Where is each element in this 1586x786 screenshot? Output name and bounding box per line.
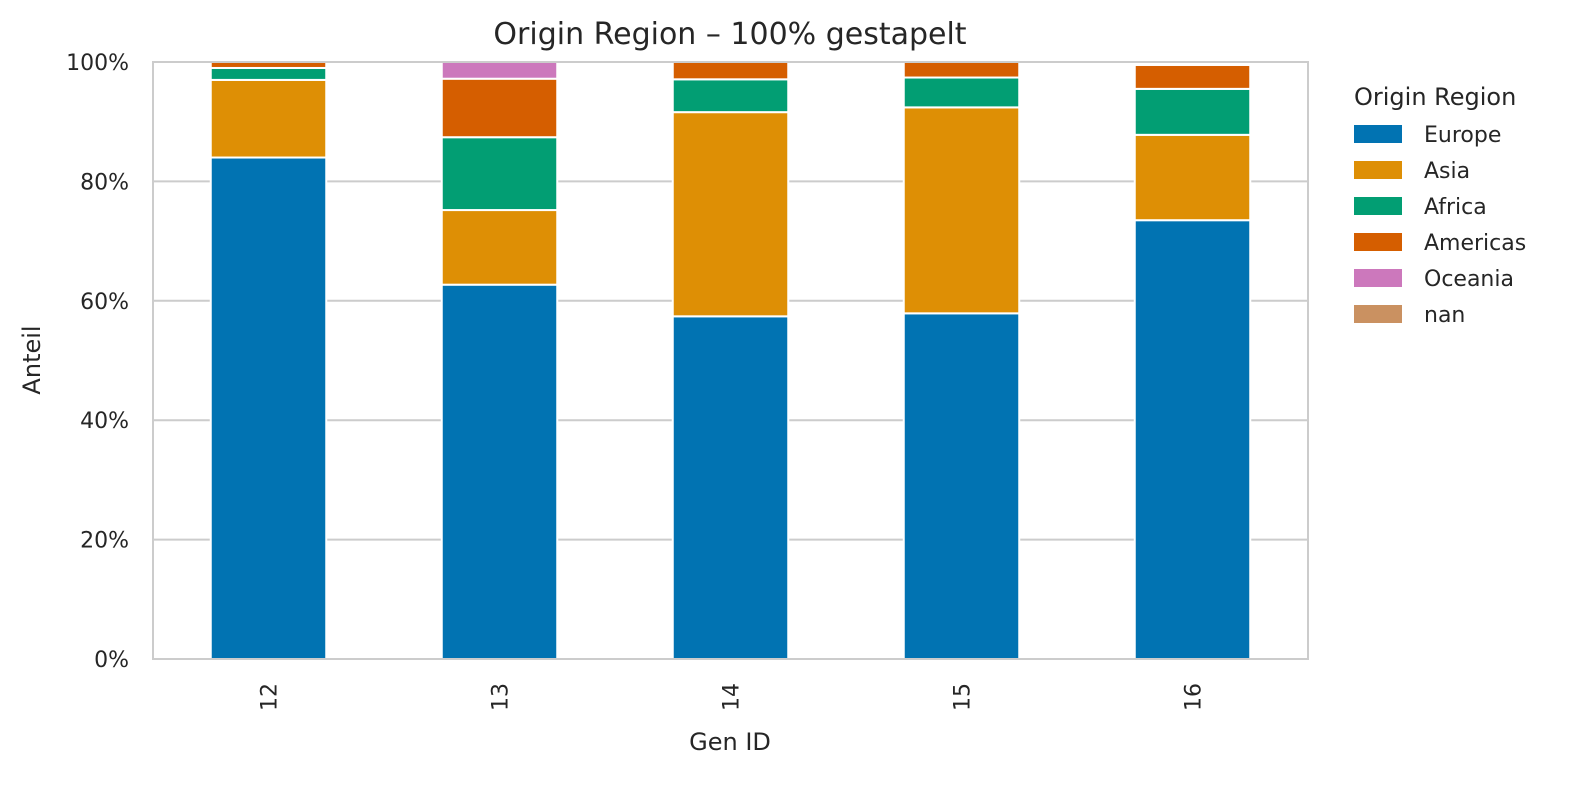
bar-segment-americas-14 [671,61,790,81]
legend-label: Africa [1424,195,1487,220]
legend-label: Asia [1424,159,1470,184]
legend-swatch [1354,233,1402,251]
x-tick-label: 14 [720,683,745,711]
x-tick-label: 12 [258,683,283,711]
legend-item-americas: Americas [1354,231,1526,256]
bar-segment-africa-16 [1133,87,1252,136]
x-ticks: 12 13 14 15 16 [258,683,1207,711]
bar-segment-africa-15 [902,76,1021,109]
bar-segment-americas-15 [902,61,1021,79]
legend-label: Americas [1424,231,1526,256]
y-axis-label: Anteil [18,325,46,394]
y-tick-label: 0% [94,648,129,673]
legend-swatch [1354,197,1402,215]
y-tick-label: 100% [66,51,129,76]
chart-title: Origin Region – 100% gestapelt [493,17,966,52]
legend-items: Europe Asia Africa Americas Oceania nan [1354,123,1526,328]
bar-segment-europe-14 [671,315,790,660]
y-ticks: 0% 20% 40% 60% 80% 100% [66,51,129,673]
legend-item-africa: Africa [1354,195,1487,220]
y-tick-label: 80% [80,170,129,195]
bar-segment-europe-12 [209,156,328,661]
legend-swatch [1354,161,1402,179]
bar-segment-oceania-13 [440,61,559,80]
legend-label: Oceania [1424,267,1514,292]
legend-label: nan [1424,303,1465,328]
legend: Origin Region Europe Asia Africa Americas Oc… [1354,83,1526,328]
bar-segment-asia-16 [1133,133,1252,222]
y-tick-label: 40% [80,409,129,434]
bar-segment-asia-12 [209,78,328,159]
bar-segment-americas-16 [1133,63,1252,90]
x-tick-label: 15 [951,683,976,711]
bar-segment-americas-13 [440,77,559,139]
bar-segment-africa-13 [440,136,559,212]
x-tick-label: 13 [489,683,514,711]
legend-title: Origin Region [1354,83,1516,111]
bar-segment-asia-13 [440,209,559,286]
legend-item-europe: Europe [1354,123,1501,148]
bar-segment-europe-16 [1133,219,1252,661]
legend-item-nan: nan [1354,303,1465,328]
bar-segment-asia-15 [902,106,1021,315]
legend-swatch [1354,305,1402,323]
y-tick-label: 60% [80,290,129,315]
x-axis-label: Gen ID [689,728,771,756]
plot-frame [152,61,1309,660]
bar-segment-europe-15 [902,312,1021,660]
bars-layer [209,61,1252,661]
bar-segment-africa-14 [671,78,790,114]
bar-segment-europe-13 [440,283,559,660]
legend-swatch [1354,269,1402,287]
legend-item-asia: Asia [1354,159,1470,184]
x-tick-label: 16 [1182,683,1207,711]
legend-item-oceania: Oceania [1354,267,1514,292]
legend-swatch [1354,125,1402,143]
legend-label: Europe [1424,123,1501,148]
bar-segment-africa-12 [209,66,328,81]
bar-segment-asia-14 [671,111,790,318]
y-tick-label: 20% [80,529,129,554]
